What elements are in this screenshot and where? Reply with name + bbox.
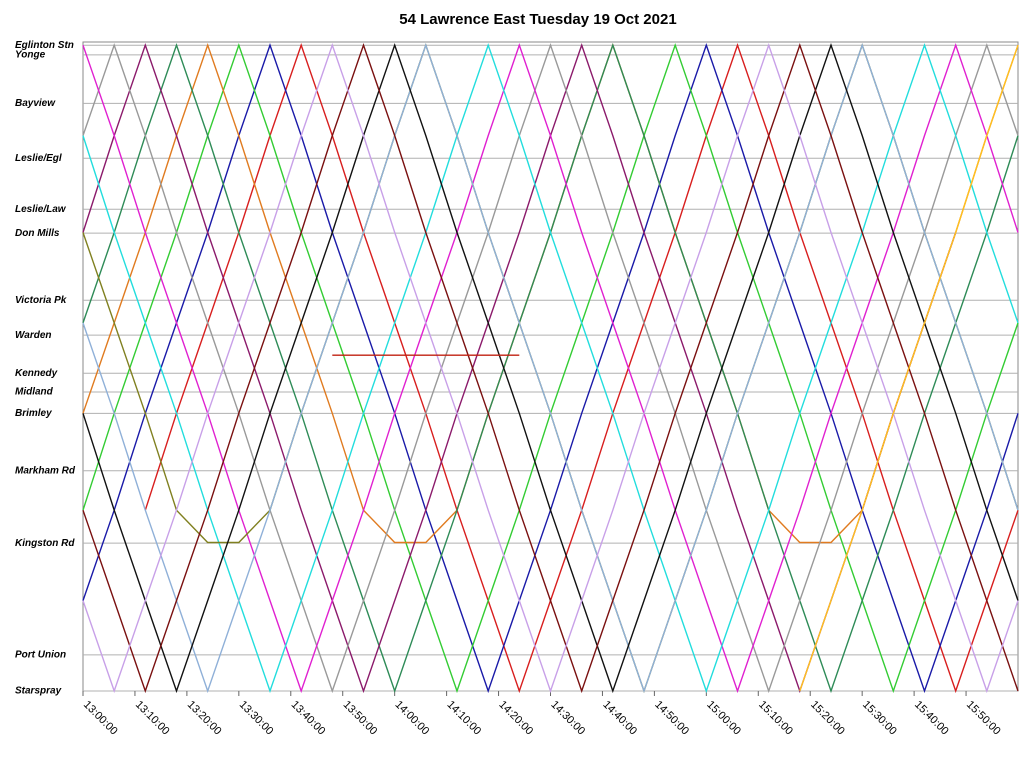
- x-tick-label: 14:50:00: [652, 699, 691, 738]
- vehicle-line: [82, 43, 1019, 694]
- y-tick-label: Leslie/Egl: [15, 153, 62, 164]
- x-tick-label: 13:30:00: [237, 699, 276, 738]
- y-tick-label: Eglinton Stn: [15, 40, 74, 51]
- x-tick-label: 14:10:00: [444, 699, 483, 738]
- x-tick-label: 15:10:00: [756, 699, 795, 738]
- y-tick-label: Kingston Rd: [15, 538, 75, 549]
- y-tick-label: Port Union: [15, 649, 66, 660]
- x-tick-label: 14:00:00: [393, 699, 432, 738]
- y-tick-label: Warden: [15, 330, 52, 341]
- y-tick-label: Midland: [15, 387, 54, 398]
- x-tick-label: 13:10:00: [133, 699, 172, 738]
- y-tick-label: Starspray: [15, 686, 62, 697]
- x-tick-label: 14:20:00: [496, 699, 535, 738]
- chart-title: 54 Lawrence East Tuesday 19 Oct 2021: [399, 11, 676, 28]
- y-tick-label: Brimley: [15, 408, 52, 419]
- y-tick-label: Yonge: [15, 50, 46, 61]
- x-tick-label: 13:40:00: [289, 699, 328, 738]
- x-tick-label: 15:40:00: [912, 699, 951, 738]
- x-tick-label: 15:00:00: [704, 699, 743, 738]
- vehicle-line: [82, 43, 1019, 694]
- y-tick-label: Victoria Pk: [15, 295, 67, 306]
- vehicle-line: [82, 43, 1019, 694]
- vehicle-line: [799, 44, 1019, 692]
- vehicle-line: [82, 43, 957, 694]
- y-tick-label: Don Mills: [15, 228, 60, 239]
- x-tick-label: 15:50:00: [964, 699, 1003, 738]
- vehicle-line: [144, 43, 1019, 694]
- y-tick-label: Bayview: [15, 98, 56, 109]
- y-tick-label: Markham Rd: [15, 465, 76, 476]
- x-tick-label: 14:40:00: [600, 699, 639, 738]
- vehicle-line: [82, 43, 1019, 544]
- vehicle-line: [82, 43, 1019, 694]
- y-tick-label: Leslie/Law: [15, 204, 67, 215]
- x-tick-label: 14:30:00: [548, 699, 587, 738]
- x-tick-label: 13:20:00: [185, 699, 224, 738]
- y-tick-label: Kennedy: [15, 368, 58, 379]
- x-tick-label: 13:50:00: [341, 699, 380, 738]
- x-tick-label: 15:20:00: [808, 699, 847, 738]
- x-tick-label: 15:30:00: [860, 699, 899, 738]
- x-tick-label: 13:00:00: [81, 699, 120, 738]
